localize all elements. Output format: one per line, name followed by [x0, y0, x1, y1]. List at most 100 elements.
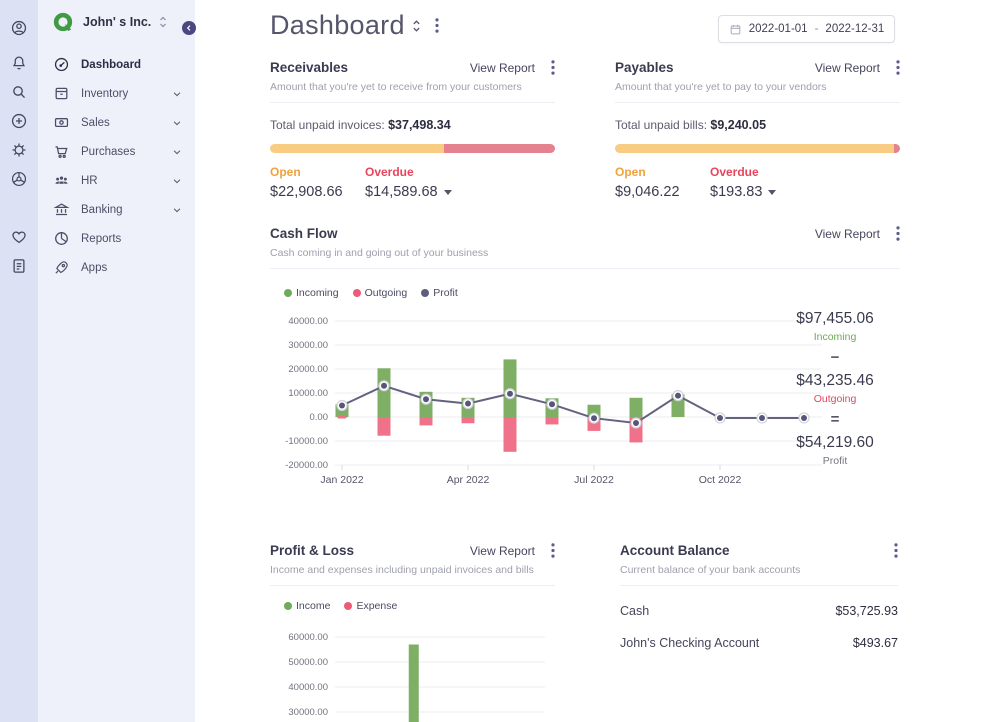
icon-rail: [0, 0, 38, 722]
svg-text:Oct 2022: Oct 2022: [699, 474, 742, 486]
account-value: $493.67: [852, 635, 898, 650]
cash-flow-card: Cash Flow View Report Cash coming in and…: [270, 226, 900, 526]
svg-text:40000.00: 40000.00: [288, 316, 328, 327]
date-start: 2022-01-01: [748, 23, 808, 35]
open-value: $9,046.22: [615, 184, 680, 200]
org-select-chevrons-icon[interactable]: [157, 15, 169, 29]
org-switcher[interactable]: John' s Inc.: [38, 0, 196, 44]
profit-loss-kebab-menu-icon[interactable]: [551, 543, 555, 558]
divider: [615, 102, 900, 103]
payables-title: Payables: [615, 60, 674, 75]
org-logo-icon: [53, 12, 73, 32]
sidebar-item-inventory[interactable]: Inventory: [38, 79, 195, 108]
purchases-cart-icon: [53, 143, 70, 160]
sidebar-item-label: Reports: [81, 232, 122, 245]
profit-loss-view-report-link[interactable]: View Report: [469, 543, 535, 558]
account-balance-title: Account Balance: [620, 543, 730, 558]
favorites-heart-icon[interactable]: [10, 228, 28, 246]
cash-flow-summary: $97,455.06 Incoming − $43,235.46 Outgoin…: [770, 310, 900, 467]
svg-text:30000.00: 30000.00: [288, 340, 328, 351]
profit-loss-title: Profit & Loss: [270, 543, 355, 558]
legend-outgoing[interactable]: Outgoing: [352, 287, 407, 299]
divider: [270, 268, 900, 269]
sidebar-item-purchases[interactable]: Purchases: [38, 137, 195, 166]
income-dot-icon: [284, 602, 292, 610]
inventory-box-icon: [53, 85, 70, 102]
receivables-kebab-menu-icon[interactable]: [551, 60, 555, 75]
overdue-dropdown-caret-icon[interactable]: [768, 189, 777, 195]
overdue-dropdown-caret-icon[interactable]: [443, 189, 452, 195]
payables-subtitle: Amount that you're yet to pay to your ve…: [615, 81, 827, 93]
legend-income[interactable]: Income: [284, 600, 330, 612]
open-label: Open: [270, 165, 301, 179]
dashboard-select-chevrons-icon[interactable]: [410, 18, 423, 34]
banking-bank-icon: [53, 201, 70, 218]
legend-expense[interactable]: Expense: [344, 600, 397, 612]
legend-profit[interactable]: Profit: [421, 287, 458, 299]
payables-total-value: $9,240.05: [710, 118, 767, 132]
sidebar-collapse-button[interactable]: [182, 21, 196, 35]
payables-progress-bar: [615, 144, 900, 153]
chevron-down-icon: [173, 178, 181, 183]
account-icon[interactable]: [10, 19, 28, 37]
outgoing-dot-icon: [352, 289, 361, 297]
documents-icon[interactable]: [10, 257, 28, 275]
sidebar-item-label: Sales: [81, 116, 110, 129]
add-plus-circle-icon[interactable]: [10, 112, 28, 130]
receivables-view-report-link[interactable]: View Report: [469, 60, 535, 75]
overdue-value: $193.83: [710, 184, 763, 200]
payables-total: Total unpaid bills: $9,240.05: [615, 118, 767, 132]
cash-flow-view-report-link[interactable]: View Report: [814, 226, 880, 241]
cash-flow-legend: Incoming Outgoing Profit: [284, 287, 900, 299]
page-header: Dashboard: [270, 10, 439, 41]
outgoing-total-label: Outgoing: [813, 393, 857, 405]
notifications-bell-icon[interactable]: [10, 54, 28, 72]
search-icon[interactable]: [10, 83, 28, 101]
calendar-icon: [730, 24, 741, 34]
profit-total: $54,219.60: [796, 434, 874, 451]
sidebar-item-label: Banking: [81, 203, 123, 216]
svg-text:50000.00: 50000.00: [288, 657, 328, 668]
explore-globe-icon[interactable]: [10, 170, 28, 188]
chevron-down-icon: [173, 120, 181, 125]
payables-open-stat: Open $9,046.22: [615, 165, 710, 200]
sidebar-item-dashboard[interactable]: Dashboard: [38, 50, 195, 79]
org-name: John' s Inc.: [83, 15, 152, 29]
cash-flow-kebab-menu-icon[interactable]: [896, 226, 900, 241]
account-balance-kebab-menu-icon[interactable]: [894, 543, 898, 558]
svg-text:60000.00: 60000.00: [288, 632, 328, 643]
account-row[interactable]: Cash $53,725.93: [620, 599, 898, 622]
cash-flow-subtitle: Cash coming in and going out of your bus…: [270, 247, 489, 259]
receivables-card: Receivables View Report Amount that you'…: [270, 60, 555, 200]
expense-dot-icon: [344, 602, 353, 610]
svg-text:10000.00: 10000.00: [288, 388, 328, 399]
sidebar-item-banking[interactable]: Banking: [38, 195, 195, 224]
payables-kebab-menu-icon[interactable]: [896, 60, 900, 75]
profit-loss-chart: 60000.00 50000.00 40000.00 30000.00: [288, 632, 545, 722]
divider: [270, 102, 555, 103]
sidebar-item-sales[interactable]: Sales: [38, 108, 195, 137]
receivables-progress-bar: [270, 144, 555, 153]
account-value: $53,725.93: [835, 603, 898, 618]
account-row[interactable]: John's Checking Account $493.67: [620, 631, 898, 654]
legend-incoming[interactable]: Incoming: [284, 287, 339, 299]
svg-text:40000.00: 40000.00: [288, 682, 328, 693]
receivables-total-value: $37,498.34: [388, 118, 451, 132]
svg-text:30000.00: 30000.00: [288, 707, 328, 718]
open-value: $22,908.66: [270, 184, 343, 200]
profit-loss-card: Profit & Loss View Report Income and exp…: [270, 543, 555, 722]
sidebar-item-label: Inventory: [81, 87, 129, 100]
payables-open-segment: [615, 144, 894, 153]
settings-gear-icon[interactable]: [10, 141, 28, 159]
sidebar-item-apps[interactable]: Apps: [38, 253, 195, 282]
account-name: John's Checking Account: [620, 635, 760, 650]
sidebar-item-label: HR: [81, 174, 98, 187]
divider: [270, 585, 555, 586]
payables-view-report-link[interactable]: View Report: [814, 60, 880, 75]
date-range-picker[interactable]: 2022-01-01 - 2022-12-31: [718, 15, 895, 43]
account-balance-subtitle: Current balance of your bank accounts: [620, 564, 801, 576]
page-kebab-menu-icon[interactable]: [435, 18, 439, 33]
sidebar-item-hr[interactable]: HR: [38, 166, 195, 195]
sidebar-item-reports[interactable]: Reports: [38, 224, 195, 253]
svg-text:Jul 2022: Jul 2022: [574, 474, 614, 486]
